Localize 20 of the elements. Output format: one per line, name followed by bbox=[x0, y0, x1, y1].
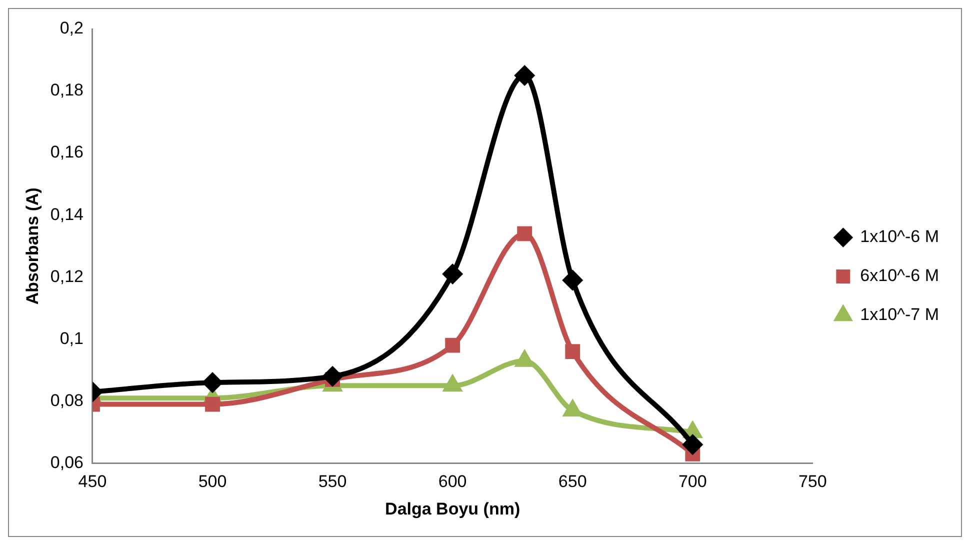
legend-label: 1x10^-7 M bbox=[860, 305, 940, 324]
y-tick-label: 0,12 bbox=[50, 266, 84, 286]
x-tick-label: 550 bbox=[318, 472, 347, 492]
x-axis-title: Dalga Boyu (nm) bbox=[385, 499, 520, 518]
x-tick-label: 600 bbox=[438, 472, 467, 492]
x-tick-label: 500 bbox=[198, 472, 227, 492]
y-tick-label: 0,08 bbox=[50, 390, 84, 410]
x-tick-label: 750 bbox=[798, 472, 827, 492]
x-tick-label: 700 bbox=[678, 472, 707, 492]
y-tick-label: 0,16 bbox=[50, 142, 84, 162]
y-axis-title: Absorbans (A) bbox=[22, 188, 42, 305]
legend-label: 1x10^-6 M bbox=[860, 227, 940, 246]
x-tick-label: 650 bbox=[558, 472, 587, 492]
x-tick-label: 450 bbox=[78, 472, 107, 492]
y-tick-label: 0,06 bbox=[50, 452, 84, 472]
y-tick-label: 0,18 bbox=[50, 80, 84, 100]
legend-label: 6x10^-6 M bbox=[860, 266, 940, 286]
y-tick-label: 0,2 bbox=[60, 18, 84, 38]
y-tick-label: 0,1 bbox=[60, 328, 84, 348]
y-tick-label: 0,14 bbox=[50, 204, 84, 224]
